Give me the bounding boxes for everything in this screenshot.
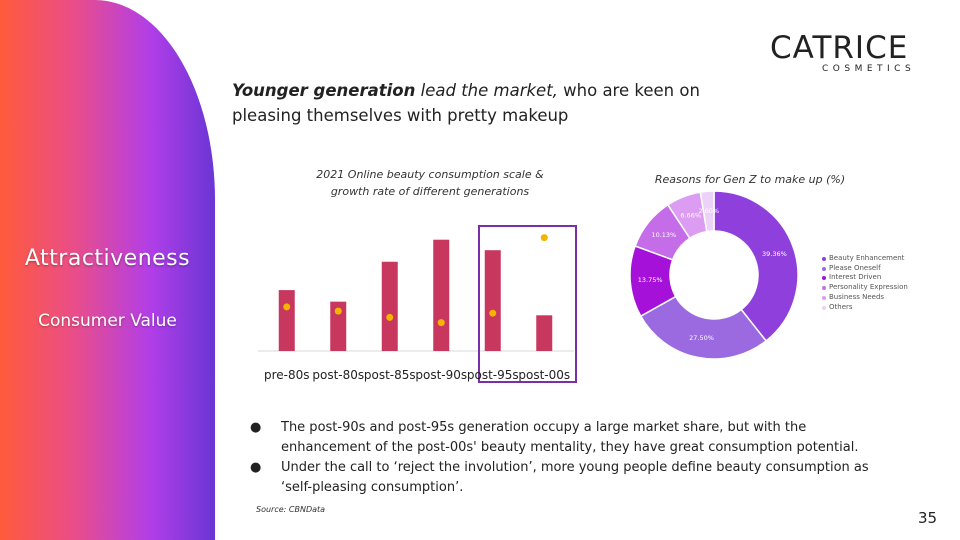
growth-dot-post-00s: [540, 234, 548, 242]
donut-value-label: 6.66%: [680, 211, 701, 219]
legend-label: Interest Driven: [829, 273, 882, 282]
legend-swatch: [822, 257, 826, 261]
legend-swatch: [822, 305, 826, 310]
legend-swatch: [822, 276, 826, 281]
donut-slice-5: [699, 190, 715, 233]
bullet-item: ● The post-90s and post-95s generation o…: [250, 418, 940, 458]
growth-dot-post-85s: [386, 313, 394, 321]
donut-value-label: 10.13%: [651, 231, 676, 239]
donut-slice-0: [713, 190, 799, 342]
legend-label: Personality Expression: [829, 283, 908, 292]
logo-subtext: COSMETICS: [822, 64, 916, 74]
legend-label: Others: [829, 302, 853, 311]
x-tick-label: pre-80s: [264, 368, 310, 382]
legend-label: Business Needs: [829, 292, 885, 301]
x-tick-label: post-95s: [467, 368, 519, 382]
headline: Younger generation lead the market, who …: [232, 78, 752, 128]
bar-post-80s: [330, 301, 347, 351]
donut-slice-1: [639, 295, 768, 360]
growth-dot-post-80s: [334, 307, 342, 315]
legend-item: Personality Expression: [822, 283, 908, 293]
section-subtitle: Consumer Value: [38, 311, 177, 331]
bullet-text-line1: Under the call to ‘reject the involution…: [281, 460, 869, 475]
highlight-box: [478, 225, 577, 383]
section-title: Attractiveness: [24, 246, 191, 271]
logo-wordmark: CATRICE: [770, 30, 909, 66]
x-tick-label: post-00s: [518, 368, 570, 382]
legend-item: Business Needs: [822, 293, 908, 303]
legend-swatch: [822, 266, 826, 271]
headline-italic: lead the market,: [420, 81, 558, 100]
x-tick-label: post-85s: [364, 368, 416, 382]
legend-label: Please Oneself: [829, 263, 881, 272]
donut-chart-title: Reasons for Gen Z to make up (%): [654, 173, 846, 186]
bar-chart-title: 2021 Online beauty consumption scale & g…: [300, 166, 560, 200]
bullet-list: ● The post-90s and post-95s generation o…: [250, 418, 940, 498]
legend-item: Interest Driven: [822, 273, 908, 283]
legend-item: Beauty Enhancement: [822, 254, 908, 264]
catrice-logo: CATRICE COSMETICS: [770, 30, 935, 75]
bullet-item: ● Under the call to ‘reject the involuti…: [250, 458, 940, 498]
bullet-text-line2: ‘self-pleasing consumption’.: [281, 480, 464, 495]
headline-bold: Younger generation: [232, 81, 416, 100]
legend-swatch: [822, 295, 826, 300]
donut-value-label: 27.50%: [689, 334, 714, 342]
donut-value-label: 13.75%: [638, 276, 663, 284]
legend-item: Please Oneself: [822, 264, 908, 274]
page-number: 35: [918, 509, 938, 527]
legend-item: Others: [822, 303, 908, 313]
growth-dot-post-90s: [437, 319, 445, 327]
source-note: Source: CBNData: [256, 505, 326, 514]
bar-post-85s: [381, 261, 398, 351]
bar-post-95s: [484, 250, 501, 351]
growth-dot-pre-80s: [283, 303, 291, 311]
x-tick-label: post-80s: [312, 368, 364, 382]
legend-swatch: [822, 286, 826, 291]
bar-post-90s: [433, 239, 450, 351]
bullet-text-line2: enhancement of the post-00s' beauty ment…: [281, 440, 859, 455]
bullet-text-line1: The post-90s and post-95s generation occ…: [281, 420, 807, 435]
growth-dot-post-95s: [489, 309, 497, 317]
legend-label: Beauty Enhancement: [829, 254, 905, 262]
donut-value-label: 2.60%: [698, 207, 719, 215]
bar-chart-title-line2: growth rate of different generations: [330, 185, 530, 198]
donut-value-label: 39.36%: [762, 250, 787, 258]
bullet-dot-icon: ●: [250, 420, 262, 435]
bar-pre-80s: [278, 290, 295, 351]
x-tick-label: post-90s: [415, 368, 467, 382]
headline-rest-b: pleasing themselves with pretty makeup: [232, 106, 569, 125]
bar-post-00s: [536, 315, 553, 351]
donut-legend: Beauty Enhancement Please Oneself Interest…: [822, 254, 908, 312]
bar-chart-title-line1: 2021 Online beauty consumption scale &: [316, 168, 544, 181]
headline-rest-a: who are keen on: [557, 81, 700, 100]
side-panel: Attractiveness Consumer Value: [0, 0, 215, 540]
bullet-dot-icon: ●: [250, 460, 262, 475]
